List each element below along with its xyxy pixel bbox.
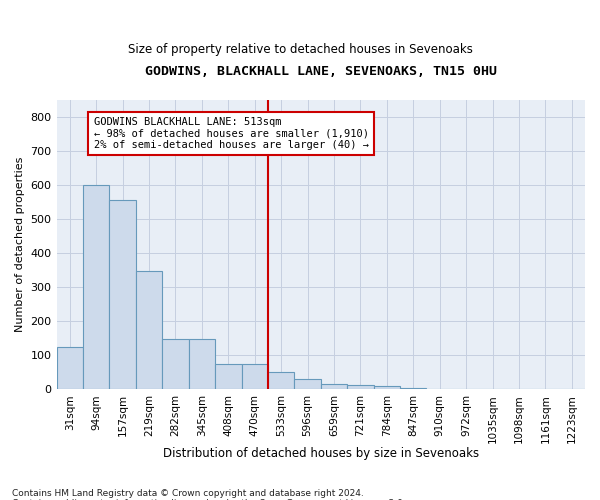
Bar bbox=[83, 185, 109, 389]
Bar bbox=[321, 384, 347, 389]
Text: Size of property relative to detached houses in Sevenoaks: Size of property relative to detached ho… bbox=[128, 42, 472, 56]
Bar bbox=[188, 339, 215, 389]
Text: Contains public sector information licensed under the Open Government Licence v3: Contains public sector information licen… bbox=[12, 498, 406, 500]
Y-axis label: Number of detached properties: Number of detached properties bbox=[15, 157, 25, 332]
Text: Contains HM Land Registry data © Crown copyright and database right 2024.: Contains HM Land Registry data © Crown c… bbox=[12, 488, 364, 498]
Bar bbox=[162, 339, 188, 389]
Bar bbox=[136, 271, 162, 389]
Bar bbox=[242, 364, 268, 389]
Bar bbox=[215, 364, 242, 389]
Bar bbox=[295, 379, 321, 389]
Bar bbox=[109, 200, 136, 389]
Title: GODWINS, BLACKHALL LANE, SEVENOAKS, TN15 0HU: GODWINS, BLACKHALL LANE, SEVENOAKS, TN15… bbox=[145, 65, 497, 78]
Bar bbox=[400, 388, 427, 389]
Text: GODWINS BLACKHALL LANE: 513sqm
← 98% of detached houses are smaller (1,910)
2% o: GODWINS BLACKHALL LANE: 513sqm ← 98% of … bbox=[94, 117, 368, 150]
Bar bbox=[347, 385, 374, 389]
Bar bbox=[56, 346, 83, 389]
Bar bbox=[268, 372, 295, 389]
Bar bbox=[374, 386, 400, 389]
X-axis label: Distribution of detached houses by size in Sevenoaks: Distribution of detached houses by size … bbox=[163, 447, 479, 460]
